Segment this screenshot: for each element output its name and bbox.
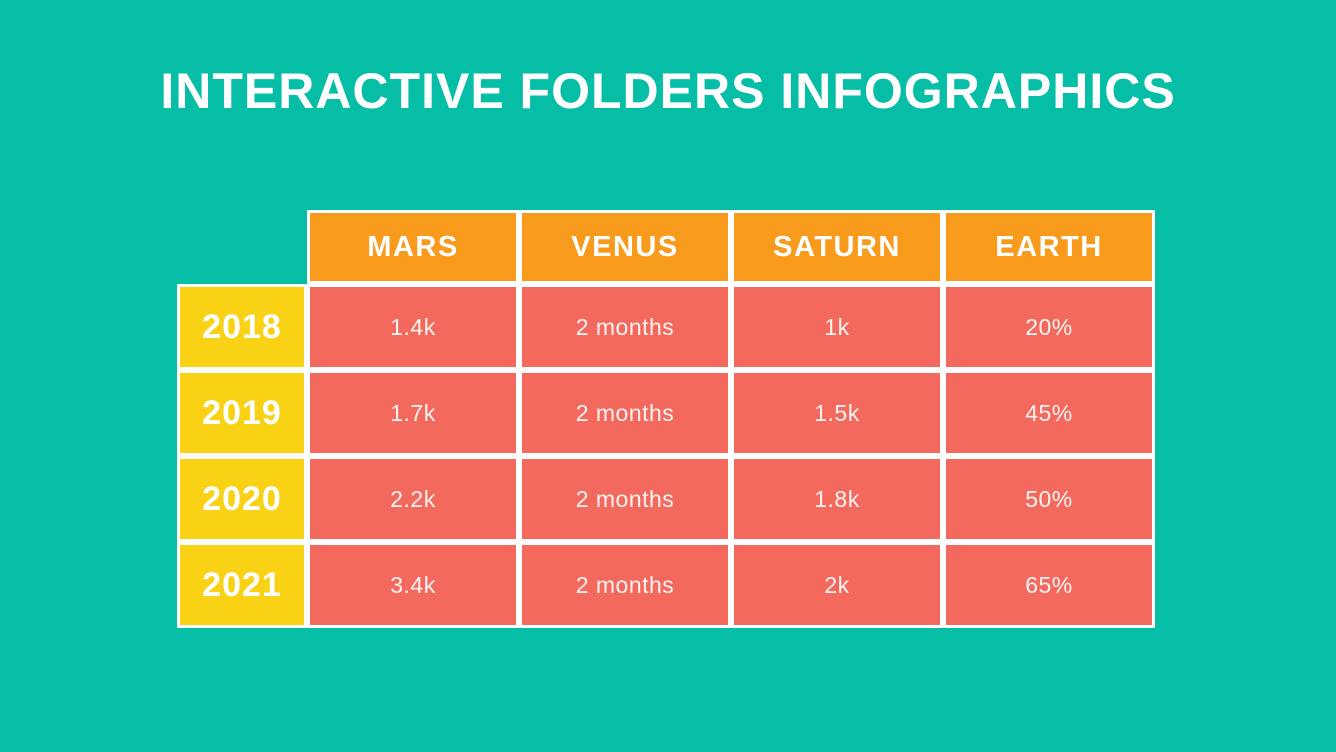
cell-2018-saturn[interactable]: 1k [731,284,943,370]
cell-2018-venus[interactable]: 2 months [519,284,731,370]
column-header-saturn[interactable]: SATURN [731,210,943,284]
cell-2020-earth[interactable]: 50% [943,456,1155,542]
column-header-earth[interactable]: EARTH [943,210,1155,284]
cell-2020-saturn[interactable]: 1.8k [731,456,943,542]
cell-2021-saturn[interactable]: 2k [731,542,943,628]
cell-2020-mars[interactable]: 2.2k [307,456,519,542]
cell-2018-earth[interactable]: 20% [943,284,1155,370]
cell-2021-earth[interactable]: 65% [943,542,1155,628]
infographic-table: MARS VENUS SATURN EARTH 2018 1.4k 2 mont… [177,210,1155,628]
row-header-2019[interactable]: 2019 [177,370,307,456]
row-header-2020[interactable]: 2020 [177,456,307,542]
cell-2021-venus[interactable]: 2 months [519,542,731,628]
cell-2019-earth[interactable]: 45% [943,370,1155,456]
cell-2019-venus[interactable]: 2 months [519,370,731,456]
cell-2020-venus[interactable]: 2 months [519,456,731,542]
cell-2018-mars[interactable]: 1.4k [307,284,519,370]
cell-2019-mars[interactable]: 1.7k [307,370,519,456]
row-header-2018[interactable]: 2018 [177,284,307,370]
page-title: INTERACTIVE FOLDERS INFOGRAPHICS [160,63,1176,119]
column-header-venus[interactable]: VENUS [519,210,731,284]
cell-2021-mars[interactable]: 3.4k [307,542,519,628]
column-header-mars[interactable]: MARS [307,210,519,284]
table-corner-spacer [177,210,307,284]
cell-2019-saturn[interactable]: 1.5k [731,370,943,456]
row-header-2021[interactable]: 2021 [177,542,307,628]
